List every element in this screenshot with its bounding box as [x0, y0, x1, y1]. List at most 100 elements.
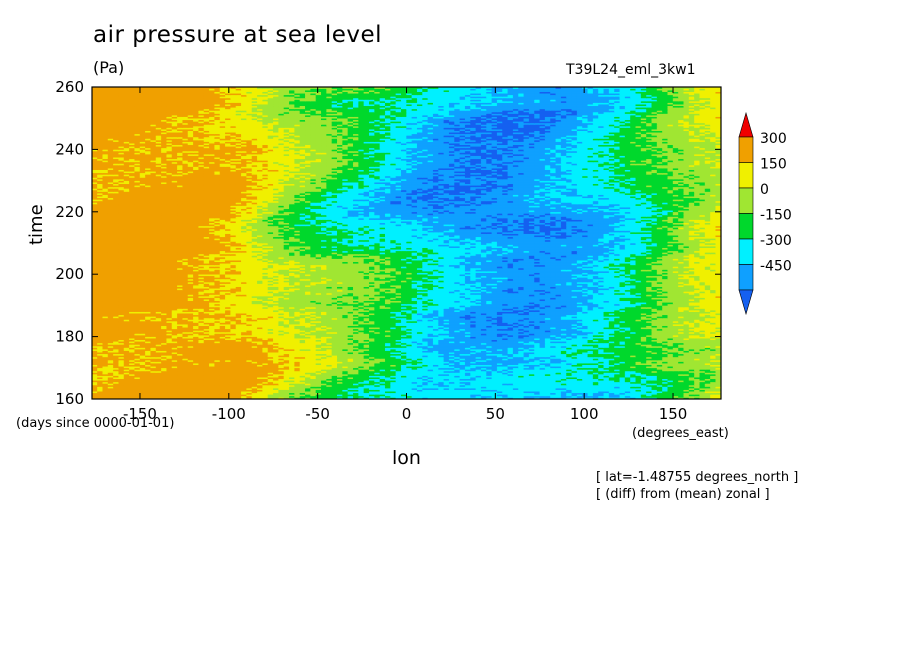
- field-cell: [177, 380, 184, 383]
- field-cell: [667, 353, 674, 356]
- field-cell: [155, 383, 162, 386]
- field-cell: [710, 391, 717, 394]
- field-cell: [150, 375, 157, 378]
- field-cell: [459, 361, 466, 364]
- field-cell: [576, 369, 583, 372]
- field-cell: [678, 395, 685, 398]
- field-cell: [400, 378, 407, 381]
- field-cell: [443, 381, 450, 384]
- field-cell: [486, 392, 493, 395]
- field-cell: [342, 389, 349, 392]
- field-cell: [512, 394, 519, 397]
- field-cell: [230, 355, 237, 358]
- field-cell: [534, 369, 541, 372]
- field-cell: [454, 373, 461, 376]
- field-cell: [624, 359, 631, 362]
- field-cell: [155, 352, 162, 355]
- field-cell: [544, 387, 551, 390]
- field-cell: [662, 375, 669, 378]
- field-cell: [587, 355, 594, 358]
- field-cell: [177, 397, 184, 399]
- field-cell: [683, 386, 690, 389]
- field-cell: [123, 359, 130, 362]
- field-cell: [139, 391, 146, 394]
- field-cell: [310, 395, 317, 398]
- field-cell: [523, 355, 530, 358]
- field-cell: [656, 391, 663, 394]
- field-cell: [438, 370, 445, 373]
- field-cell: [518, 362, 525, 365]
- field-cell: [624, 356, 631, 359]
- field-cell: [161, 397, 168, 399]
- field-cell: [113, 391, 120, 394]
- field-cell: [486, 359, 493, 362]
- field-cell: [523, 350, 530, 353]
- field-cell: [459, 376, 466, 380]
- field-cell: [171, 353, 178, 356]
- field-cell: [342, 373, 349, 376]
- field-cell: [438, 362, 445, 365]
- field-cell: [166, 373, 173, 376]
- field-cell: [448, 397, 455, 399]
- field-cell: [619, 359, 626, 362]
- field-cell: [704, 364, 711, 367]
- field-cell: [630, 394, 637, 397]
- field-cell: [331, 359, 338, 362]
- field-cell: [347, 389, 354, 392]
- field-cell: [566, 366, 573, 369]
- field-cell: [630, 375, 637, 378]
- field-cell: [592, 394, 599, 397]
- field-cell: [358, 358, 365, 361]
- field-cell: [406, 383, 413, 386]
- field-cell: [219, 361, 226, 364]
- field-cell: [214, 386, 221, 389]
- field-cell: [704, 361, 711, 364]
- field-cell: [374, 352, 381, 355]
- field-cell: [587, 362, 594, 365]
- field-cell: [214, 369, 221, 372]
- field-cell: [432, 355, 439, 358]
- field-cell: [107, 394, 114, 397]
- field-cell: [107, 397, 114, 399]
- field-cell: [193, 359, 200, 362]
- field-cell: [651, 391, 658, 394]
- field-cell: [534, 364, 541, 367]
- field-cell: [656, 353, 663, 356]
- field-cell: [134, 384, 141, 387]
- field-cell: [715, 369, 721, 372]
- field-cell: [246, 386, 253, 389]
- field-cell: [518, 380, 525, 383]
- field-cell: [241, 384, 247, 387]
- field-cell: [92, 372, 98, 375]
- field-cell: [619, 361, 626, 364]
- field-cell: [305, 378, 311, 381]
- field-cell: [608, 384, 615, 387]
- field-cell: [459, 375, 466, 378]
- field-cell: [491, 359, 498, 362]
- field-cell: [352, 392, 359, 395]
- field-cell: [379, 373, 386, 376]
- field-cell: [619, 376, 626, 380]
- field-cell: [608, 391, 615, 394]
- field-cell: [438, 378, 445, 381]
- field-cell: [438, 358, 445, 361]
- field-cell: [528, 384, 535, 387]
- field-cell: [512, 353, 519, 356]
- field-cell: [438, 350, 445, 353]
- field-cell: [352, 355, 359, 358]
- field-cell: [161, 378, 168, 381]
- field-cell: [699, 389, 706, 392]
- field-cell: [347, 381, 354, 384]
- field-cell: [667, 358, 674, 361]
- field-cell: [624, 366, 631, 369]
- field-cell: [443, 395, 450, 398]
- field-cell: [571, 362, 578, 365]
- field-cell: [273, 387, 279, 390]
- field-cell: [486, 370, 493, 373]
- field-cell: [427, 389, 434, 392]
- field-cell: [592, 387, 599, 390]
- field-cell: [710, 387, 717, 390]
- field-cell: [123, 350, 130, 353]
- field-cell: [368, 384, 375, 387]
- field-cell: [598, 391, 605, 394]
